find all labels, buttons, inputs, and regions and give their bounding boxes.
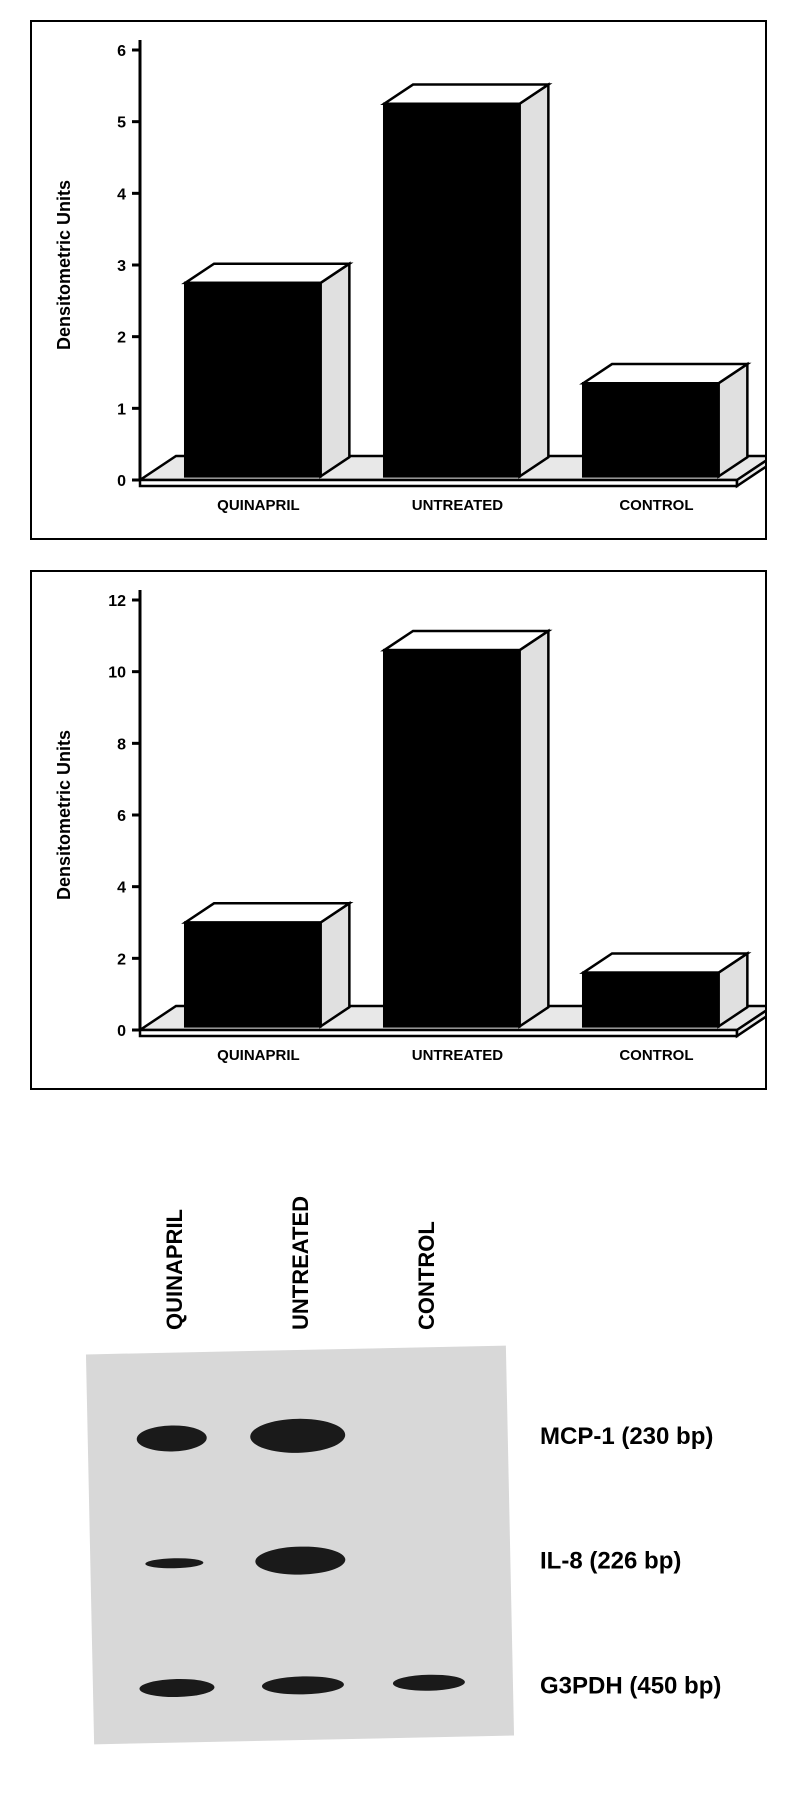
svg-text:6: 6 (117, 808, 126, 825)
svg-text:3: 3 (117, 258, 126, 275)
svg-text:Densitometric Units: Densitometric Units (54, 180, 74, 350)
svg-text:UNTREATED: UNTREATED (288, 1196, 313, 1330)
gel-svg: QUINAPRIL UNTREATED CONTROL MCP-1 (230 bp) I… (30, 1120, 767, 1770)
svg-text:0: 0 (117, 1023, 126, 1040)
svg-text:QUINAPRIL: QUINAPRIL (217, 1047, 300, 1064)
chart1-svg: 0 1 2 3 4 5 6 Densitometric Units QUINAPRIL UNTRE… (30, 20, 767, 540)
svg-text:5: 5 (117, 115, 126, 132)
svg-text:G3PDH (450 bp): G3PDH (450 bp) (540, 1672, 721, 1699)
chart-mcp1: 0 1 2 3 4 5 6 Densitometric Units QUINAPRIL UNTRE… (30, 20, 767, 540)
svg-text:8: 8 (117, 736, 126, 753)
svg-text:6: 6 (117, 43, 126, 60)
svg-text:4: 4 (117, 880, 126, 897)
svg-text:QUINAPRIL: QUINAPRIL (162, 1209, 187, 1330)
chart-il8: 0 2 4 6 8 10 12 Densitometric Units QUINAPRIL UNT… (30, 570, 767, 1090)
svg-text:QUINAPRIL: QUINAPRIL (217, 497, 300, 514)
svg-text:IL-8 (226 bp): IL-8 (226 bp) (540, 1548, 681, 1575)
svg-text:4: 4 (117, 186, 126, 203)
svg-text:UNTREATED: UNTREATED (412, 1047, 504, 1064)
svg-text:UNTREATED: UNTREATED (412, 497, 504, 514)
svg-text:2: 2 (117, 951, 126, 968)
svg-text:Densitometric Units: Densitometric Units (54, 730, 74, 900)
svg-text:CONTROL: CONTROL (619, 497, 693, 514)
svg-text:CONTROL: CONTROL (619, 1047, 693, 1064)
svg-text:12: 12 (108, 593, 126, 610)
svg-text:2: 2 (117, 330, 126, 347)
svg-text:MCP-1 (230 bp): MCP-1 (230 bp) (540, 1423, 713, 1450)
svg-text:1: 1 (117, 401, 126, 418)
svg-text:0: 0 (117, 473, 126, 490)
svg-text:CONTROL: CONTROL (414, 1221, 439, 1330)
gel-blot: QUINAPRIL UNTREATED CONTROL MCP-1 (230 bp) I… (30, 1120, 767, 1770)
chart2-svg: 0 2 4 6 8 10 12 Densitometric Units QUINAPRIL UNT… (30, 570, 767, 1090)
svg-text:10: 10 (108, 665, 126, 682)
